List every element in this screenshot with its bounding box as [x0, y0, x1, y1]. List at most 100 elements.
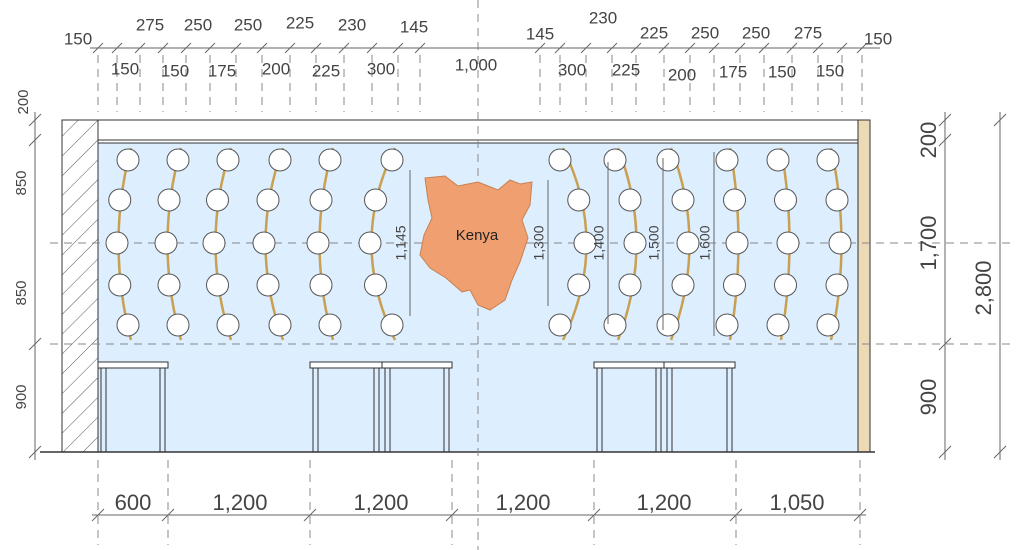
mirror: [723, 188, 746, 212]
tick: [111, 42, 123, 54]
dimension-label: 145: [400, 17, 428, 36]
mirror: [623, 231, 647, 255]
table-top: [97, 361, 169, 369]
tick: [734, 42, 746, 54]
mirror: [116, 148, 140, 172]
mirror: [318, 148, 342, 172]
tick: [580, 42, 592, 54]
tick: [630, 42, 642, 54]
tick: [366, 42, 378, 54]
tick: [606, 42, 618, 54]
dimension-label: 150: [161, 61, 189, 80]
mirror: [380, 313, 404, 337]
mirror: [671, 188, 695, 212]
mirror: [548, 313, 572, 337]
table-top: [663, 361, 736, 369]
mirror: [157, 273, 181, 297]
mirror: [816, 148, 840, 172]
mirror: [828, 231, 852, 255]
tick: [28, 445, 42, 459]
mirror: [166, 313, 190, 337]
tick: [230, 42, 242, 54]
dimension-label: 1,600: [697, 225, 713, 260]
tick: [554, 42, 566, 54]
mirror: [723, 273, 746, 297]
tick: [414, 42, 426, 54]
mirror: [573, 231, 597, 255]
tick: [708, 42, 720, 54]
dimension-label: 200: [15, 89, 32, 114]
mirror: [256, 188, 280, 212]
tick: [836, 42, 848, 54]
dimension-label: 225: [312, 61, 340, 80]
dimension-label: 145: [526, 24, 554, 43]
mirror: [766, 313, 790, 337]
mirror: [567, 188, 591, 212]
tick: [204, 42, 216, 54]
tick: [310, 42, 322, 54]
tick: [758, 42, 770, 54]
dimension-label: 1,200: [353, 490, 408, 515]
tick: [938, 337, 952, 351]
tick: [91, 508, 105, 522]
dimension-label: 900: [916, 379, 941, 416]
dimension-label: 200: [916, 122, 941, 159]
mirror: [364, 188, 387, 212]
dimension-label: 230: [589, 8, 617, 27]
tick: [284, 42, 296, 54]
mirror: [116, 313, 140, 337]
mirror: [776, 231, 800, 255]
dimension-label: 1,145: [393, 225, 409, 260]
dimension-label: 850: [13, 170, 30, 195]
side-strip: [857, 119, 871, 453]
mirror: [676, 231, 700, 255]
dimension-label: 250: [742, 23, 770, 42]
mirror: [108, 188, 132, 212]
tick: [256, 42, 268, 54]
mirror: [618, 188, 642, 212]
mirror: [206, 273, 229, 297]
tick: [303, 508, 317, 522]
tick: [853, 508, 867, 522]
dimension-label: 1,200: [495, 490, 550, 515]
overall-label: 2,800: [971, 260, 996, 315]
mirror: [256, 273, 280, 297]
dimension-label: 600: [115, 490, 152, 515]
mirror: [202, 231, 226, 255]
dimension-label: 225: [612, 60, 640, 79]
dimension-label: 175: [719, 62, 747, 81]
tick: [28, 133, 42, 147]
mirror: [105, 231, 129, 255]
mirror: [216, 148, 240, 172]
dimension-label: 250: [691, 23, 719, 42]
tick: [92, 42, 104, 54]
dimension-label: 150: [111, 59, 139, 78]
tick: [938, 113, 952, 127]
mirror: [774, 188, 797, 212]
dimension-label: 150: [64, 29, 92, 48]
dimension-label: 1,200: [636, 490, 691, 515]
mirror: [309, 188, 333, 212]
mirror: [206, 188, 229, 212]
map-label: Kenya: [456, 227, 499, 244]
mirror: [671, 273, 695, 297]
tick: [338, 42, 350, 54]
mirror: [306, 231, 330, 255]
mirror: [166, 148, 190, 172]
mirror: [825, 188, 849, 212]
tick: [134, 42, 146, 54]
tick: [587, 508, 601, 522]
dimension-label: 275: [794, 23, 822, 42]
tick: [392, 42, 404, 54]
mirror: [603, 313, 627, 337]
dimension-label: 250: [234, 15, 262, 34]
mirror: [825, 273, 849, 297]
tick: [938, 133, 952, 147]
tick: [658, 42, 670, 54]
tick: [445, 508, 459, 522]
mirror: [154, 231, 178, 255]
tick: [856, 42, 868, 54]
dimension-label: 1,000: [455, 55, 498, 74]
dimension-label: 275: [136, 15, 164, 34]
